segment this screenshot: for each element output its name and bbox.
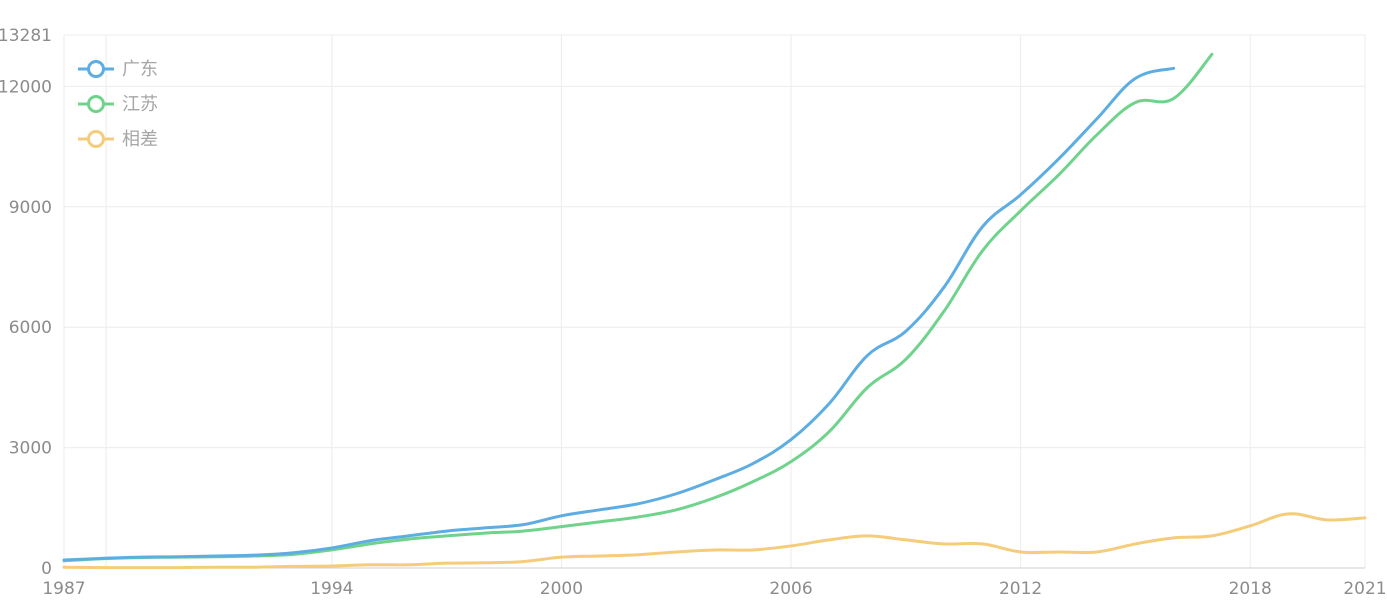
- legend-label: 相差: [122, 129, 158, 150]
- y-tick-label: 6000: [9, 318, 52, 338]
- legend-item[interactable]: 广东: [78, 59, 158, 80]
- x-tick-label: 2006: [769, 579, 812, 599]
- series-line-2[interactable]: [62, 512, 1367, 570]
- y-tick-label: 0: [41, 559, 52, 579]
- axes: 0 3000 6000 9000 12000 13281 1987 1994 2000 2006 2…: [0, 26, 1387, 599]
- x-tick-label: 1987: [42, 579, 85, 599]
- series-line-0[interactable]: [62, 66, 1176, 562]
- legend-label: 江苏: [122, 94, 158, 115]
- legend-circle-marker: [87, 95, 105, 113]
- legend-item[interactable]: 江苏: [78, 94, 158, 115]
- legend-item[interactable]: 相差: [78, 129, 158, 150]
- series-line-1[interactable]: [62, 52, 1214, 563]
- grid: [63, 34, 1366, 568]
- legend-circle-marker: [87, 60, 105, 78]
- legend-circle-marker: [87, 130, 105, 148]
- x-tick-label: 2021: [1343, 579, 1386, 599]
- y-tick-label: 9000: [9, 198, 52, 218]
- y-tick-label: 13281: [0, 26, 52, 46]
- x-tick-label: 1994: [310, 579, 353, 599]
- y-tick-label: 12000: [0, 77, 52, 97]
- x-tick-label: 2018: [1229, 579, 1272, 599]
- y-tick-label: 3000: [9, 439, 52, 459]
- x-tick-label: 2000: [540, 579, 583, 599]
- series-lines: [62, 52, 1367, 570]
- x-tick-label: 2012: [999, 579, 1042, 599]
- legend-label: 广东: [122, 59, 158, 80]
